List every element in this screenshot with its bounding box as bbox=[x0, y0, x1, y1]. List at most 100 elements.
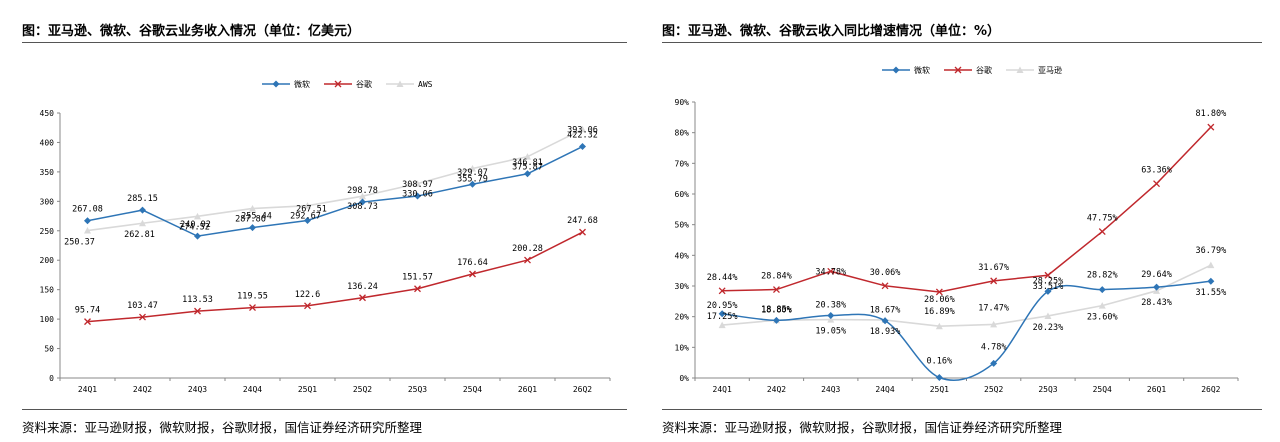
x-tick-label: 26Q1 bbox=[1147, 385, 1166, 394]
y-tick-label: 250 bbox=[40, 227, 55, 236]
data-label: 375.87 bbox=[512, 163, 543, 173]
legend-item-2: AWS bbox=[386, 80, 433, 89]
x-tick-label: 24Q1 bbox=[713, 385, 732, 394]
data-label: 33.51% bbox=[1033, 282, 1064, 292]
series-1 bbox=[718, 123, 1215, 296]
data-label: 103.47 bbox=[127, 301, 158, 311]
y-tick-label: 400 bbox=[40, 138, 55, 147]
data-point bbox=[304, 216, 311, 224]
data-point bbox=[827, 316, 835, 323]
data-label: 17.47% bbox=[978, 303, 1009, 313]
data-label: 20.38% bbox=[815, 301, 846, 311]
data-point bbox=[881, 317, 889, 325]
data-point bbox=[1044, 287, 1052, 295]
data-label: 274.52 bbox=[179, 222, 210, 232]
data-point bbox=[524, 153, 531, 160]
data-point bbox=[414, 192, 421, 200]
data-label: 31.67% bbox=[978, 263, 1009, 273]
data-point bbox=[827, 267, 835, 275]
growth-panel: 图：亚马逊、微软、谷歌云收入同比增速情况（单位：%） 0% 10% 20% 30% 40… bbox=[640, 0, 1280, 442]
data-point bbox=[194, 232, 201, 240]
legend-item-0: 微软 bbox=[262, 79, 310, 89]
x-tick-label: 24Q4 bbox=[243, 385, 262, 394]
data-point bbox=[1207, 261, 1215, 269]
data-point bbox=[772, 286, 780, 294]
data-point bbox=[194, 307, 201, 315]
y-tick-label: 0 bbox=[49, 374, 54, 383]
legend-item-1: 谷歌 bbox=[324, 79, 372, 89]
axes: 0 50 100 150 200 250 300 350 400 450 24Q1 24Q2 24Q3 2… bbox=[40, 109, 611, 394]
data-label: 23.60% bbox=[1087, 313, 1118, 323]
data-point bbox=[359, 192, 366, 200]
data-label: 422.32 bbox=[567, 130, 598, 140]
data-label: 47.75% bbox=[1087, 214, 1118, 224]
data-label: 262.81 bbox=[124, 230, 155, 240]
growth-line-chart: 0% 10% 20% 30% 40% 50% 60% 70% 80% 90% 24Q1 24Q2 24Q… bbox=[675, 65, 1239, 394]
data-label: 29.64% bbox=[1141, 270, 1172, 280]
data-label: 36.79% bbox=[1195, 246, 1226, 256]
source-rule bbox=[22, 409, 627, 410]
data-label: 28.82% bbox=[1087, 271, 1118, 281]
data-label: 34.78% bbox=[815, 267, 846, 277]
x-tick-label: 25Q1 bbox=[298, 385, 317, 394]
y-tick-label: 0% bbox=[679, 374, 689, 383]
y-tick-label: 150 bbox=[40, 286, 55, 295]
y-tick-label: 300 bbox=[40, 197, 55, 206]
data-labels: 20.95% 18.80% 20.38% 18.67% 0.16% 4.78% 28.25%… bbox=[707, 109, 1226, 366]
data-point bbox=[990, 359, 998, 367]
data-label: 28.84% bbox=[761, 272, 792, 282]
data-label: 16.89% bbox=[924, 307, 955, 317]
y-tick-label: 50 bbox=[44, 345, 54, 354]
series-1 bbox=[84, 228, 586, 326]
data-point bbox=[579, 228, 586, 236]
data-point bbox=[718, 321, 726, 329]
data-point bbox=[249, 224, 256, 232]
data-label: 267.51 bbox=[296, 204, 327, 214]
series-line bbox=[87, 145, 583, 237]
data-label: 285.15 bbox=[127, 194, 158, 204]
data-label: 18.85% bbox=[761, 305, 792, 315]
data-label: 81.80% bbox=[1195, 109, 1226, 119]
data-point bbox=[414, 285, 421, 293]
data-point bbox=[1153, 283, 1161, 291]
data-label: 63.36% bbox=[1141, 166, 1172, 176]
y-tick-label: 40% bbox=[675, 251, 690, 260]
data-point bbox=[359, 198, 366, 206]
x-tick-label: 25Q4 bbox=[1093, 385, 1112, 394]
data-point bbox=[194, 212, 201, 220]
data-point bbox=[524, 170, 531, 178]
data-point bbox=[139, 206, 146, 214]
data-label: 136.24 bbox=[347, 282, 378, 292]
y-tick-label: 350 bbox=[40, 168, 55, 177]
data-label: 119.55 bbox=[237, 292, 268, 302]
y-tick-label: 50% bbox=[675, 221, 690, 230]
data-label: 28.43% bbox=[1141, 298, 1172, 308]
data-label: 20.23% bbox=[1033, 323, 1064, 333]
data-label: 18.80% bbox=[761, 305, 792, 315]
series-line bbox=[722, 280, 1211, 382]
source-note-growth: 资料来源：亚马逊财报，微软财报，谷歌财报，国信证券经济研究所整理 bbox=[662, 420, 1063, 435]
x-tick-label: 26Q2 bbox=[1201, 385, 1220, 394]
data-label: 329.07 bbox=[457, 168, 488, 178]
data-label: 250.37 bbox=[64, 238, 95, 248]
data-point bbox=[579, 125, 586, 133]
data-point bbox=[304, 202, 311, 209]
y-tick-label: 20% bbox=[675, 313, 690, 322]
y-tick-label: 30% bbox=[675, 282, 690, 291]
data-point bbox=[249, 204, 256, 212]
axes: 0% 10% 20% 30% 40% 50% 60% 70% 80% 90% 24Q1 24Q2 24Q… bbox=[675, 98, 1239, 394]
data-label: 298.78 bbox=[347, 186, 378, 196]
y-tick-label: 80% bbox=[675, 129, 690, 138]
data-label: 95.74 bbox=[75, 306, 101, 316]
data-point bbox=[1044, 271, 1052, 279]
x-tick-label: 24Q2 bbox=[133, 385, 152, 394]
data-label: 122.6 bbox=[295, 290, 321, 300]
data-point bbox=[359, 294, 366, 302]
series-line bbox=[722, 126, 1212, 293]
data-label: 308.73 bbox=[347, 202, 378, 212]
series-line bbox=[87, 128, 583, 232]
source-rule bbox=[662, 409, 1262, 410]
chart-title-revenue: 图：亚马逊、微软、谷歌云业务收入情况（单位：亿美元） bbox=[22, 24, 361, 39]
x-tick-label: 25Q2 bbox=[353, 385, 372, 394]
data-point bbox=[1098, 286, 1106, 294]
